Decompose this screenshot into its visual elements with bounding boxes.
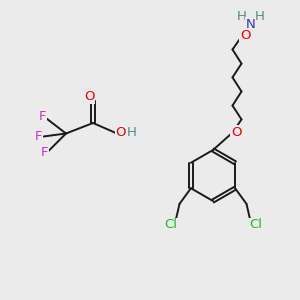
Text: O: O: [84, 90, 95, 104]
Text: F: F: [41, 146, 48, 160]
Text: O: O: [115, 125, 126, 139]
Text: N: N: [246, 17, 255, 31]
Text: O: O: [231, 126, 241, 139]
Text: F: F: [35, 130, 43, 143]
Text: O: O: [240, 28, 250, 42]
Text: H: H: [127, 125, 137, 139]
Text: F: F: [39, 110, 47, 124]
Text: H: H: [237, 10, 246, 23]
Text: Cl: Cl: [249, 218, 262, 231]
Text: Cl: Cl: [164, 218, 177, 231]
Text: H: H: [255, 10, 264, 23]
